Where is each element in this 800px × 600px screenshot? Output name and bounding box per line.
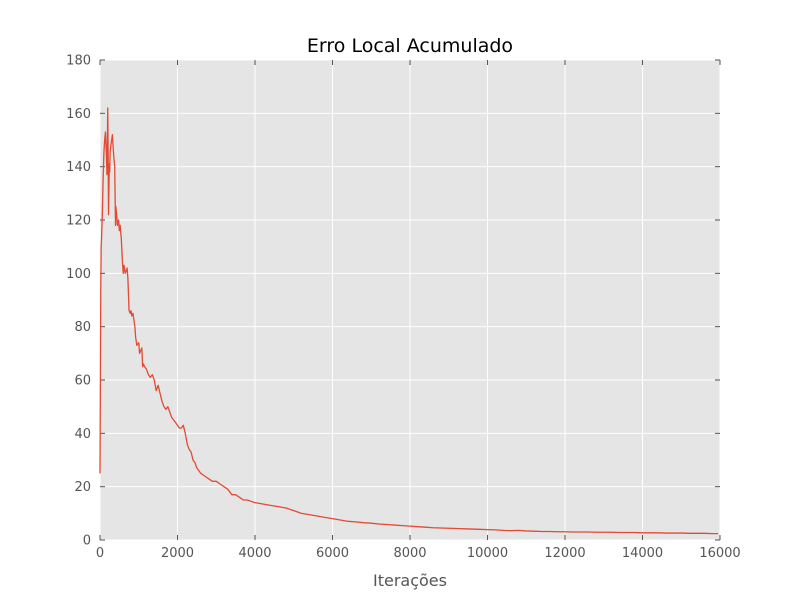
y-tick-label: 80 [74,320,91,335]
series-line [99,107,719,535]
y-tick-label: 0 [83,534,91,549]
y-tick-label: 180 [66,54,91,69]
x-axis-label: Iterações [373,571,447,590]
tick-labels: 0 2000 4000 6000 8000 10000 12000 14000 16000 0 20… [66,54,741,562]
x-tick-label: 2000 [161,546,194,561]
axis-ticks [99,59,721,541]
x-tick-label: 8000 [393,546,426,561]
y-tick-label: 60 [74,374,91,389]
y-tick-label: 140 [66,160,91,175]
x-tick-label: 10000 [467,546,508,561]
series-group [99,107,719,535]
x-tick-label: 0 [96,546,104,561]
y-tick-label: 40 [74,427,91,442]
y-tick-label: 120 [66,214,91,229]
x-tick-label: 12000 [544,546,585,561]
y-tick-label: 160 [66,107,91,122]
y-tick-label: 100 [66,267,91,282]
y-tick-label: 20 [74,480,91,495]
x-tick-label: 4000 [238,546,271,561]
x-tick-label: 6000 [316,546,349,561]
chart-title: Erro Local Acumulado [307,35,513,57]
x-tick-label: 16000 [699,546,740,561]
x-tick-label: 14000 [622,546,663,561]
